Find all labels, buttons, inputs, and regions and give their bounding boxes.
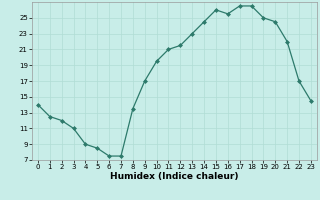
X-axis label: Humidex (Indice chaleur): Humidex (Indice chaleur): [110, 172, 239, 181]
